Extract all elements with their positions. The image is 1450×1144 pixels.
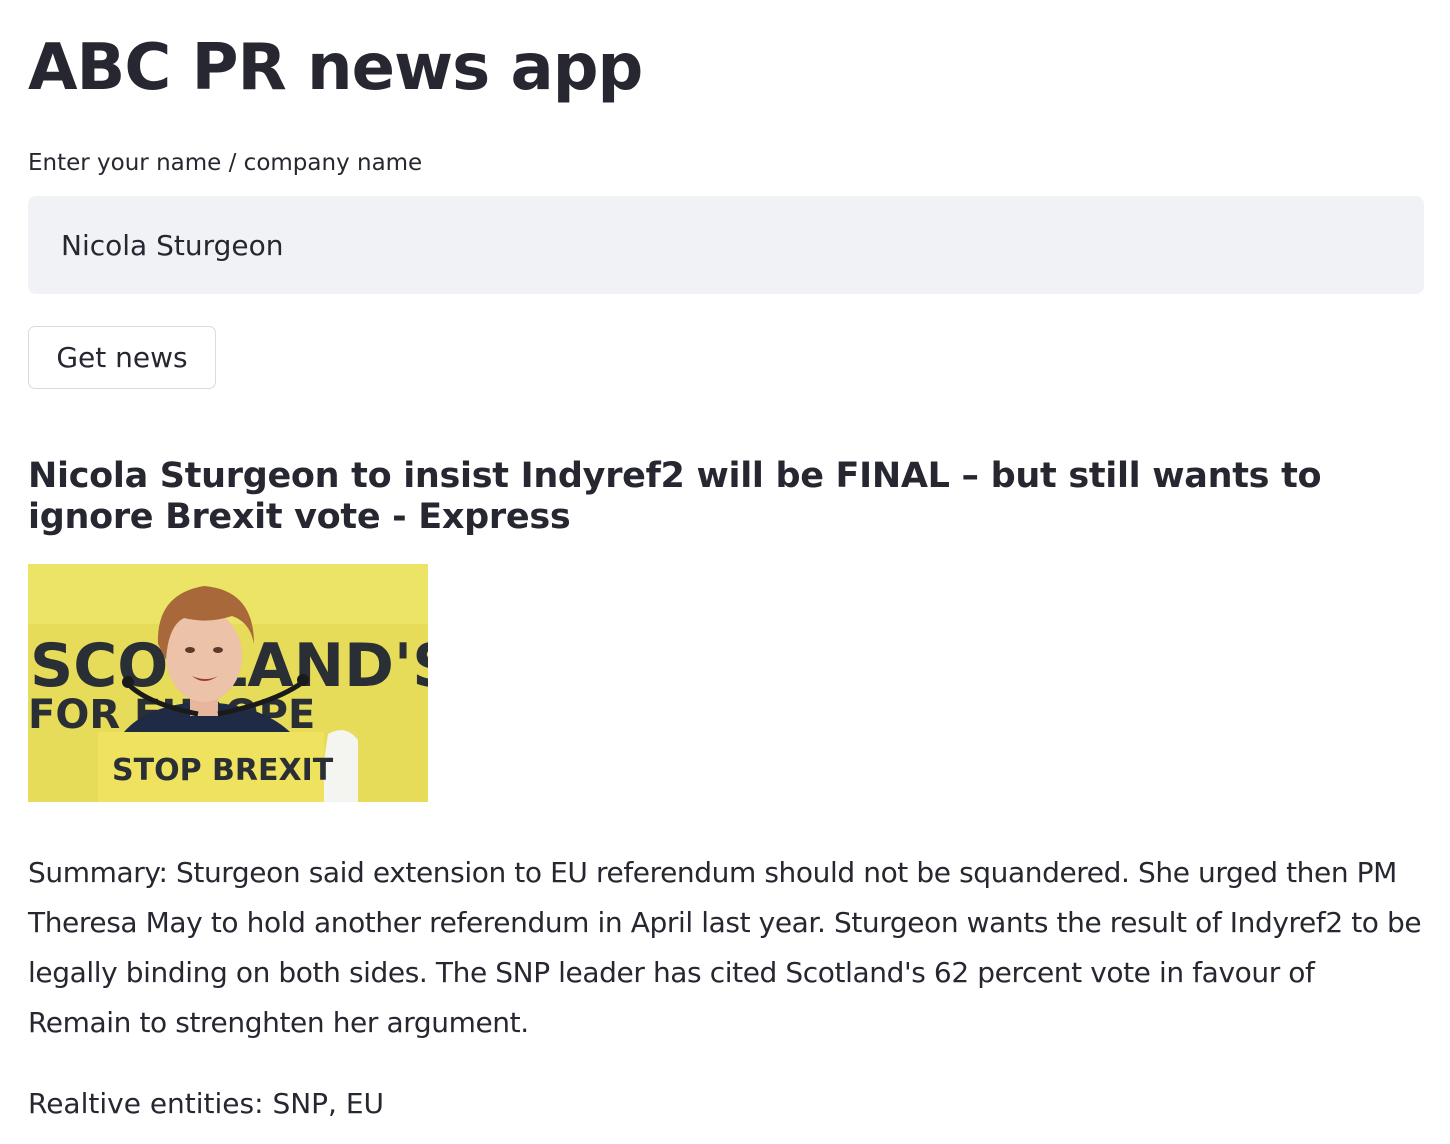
- article-entities: Realtive entities: SNP, EU: [28, 1087, 385, 1120]
- name-input-label: Enter your name / company name: [28, 150, 423, 176]
- article-summary: Summary: Sturgeon said extension to EU r…: [28, 856, 1422, 1039]
- app-title: ABC PR news app: [28, 31, 643, 105]
- article-headline: Nicola Sturgeon to insist Indyref2 will …: [28, 456, 1322, 537]
- name-input[interactable]: [28, 196, 1424, 294]
- article-image: SCOTLAND'S FOR EUROPE STOP BREXIT: [28, 564, 428, 802]
- image-podium-sign-text: STOP BREXIT: [112, 753, 334, 788]
- get-news-button[interactable]: Get news: [28, 326, 216, 389]
